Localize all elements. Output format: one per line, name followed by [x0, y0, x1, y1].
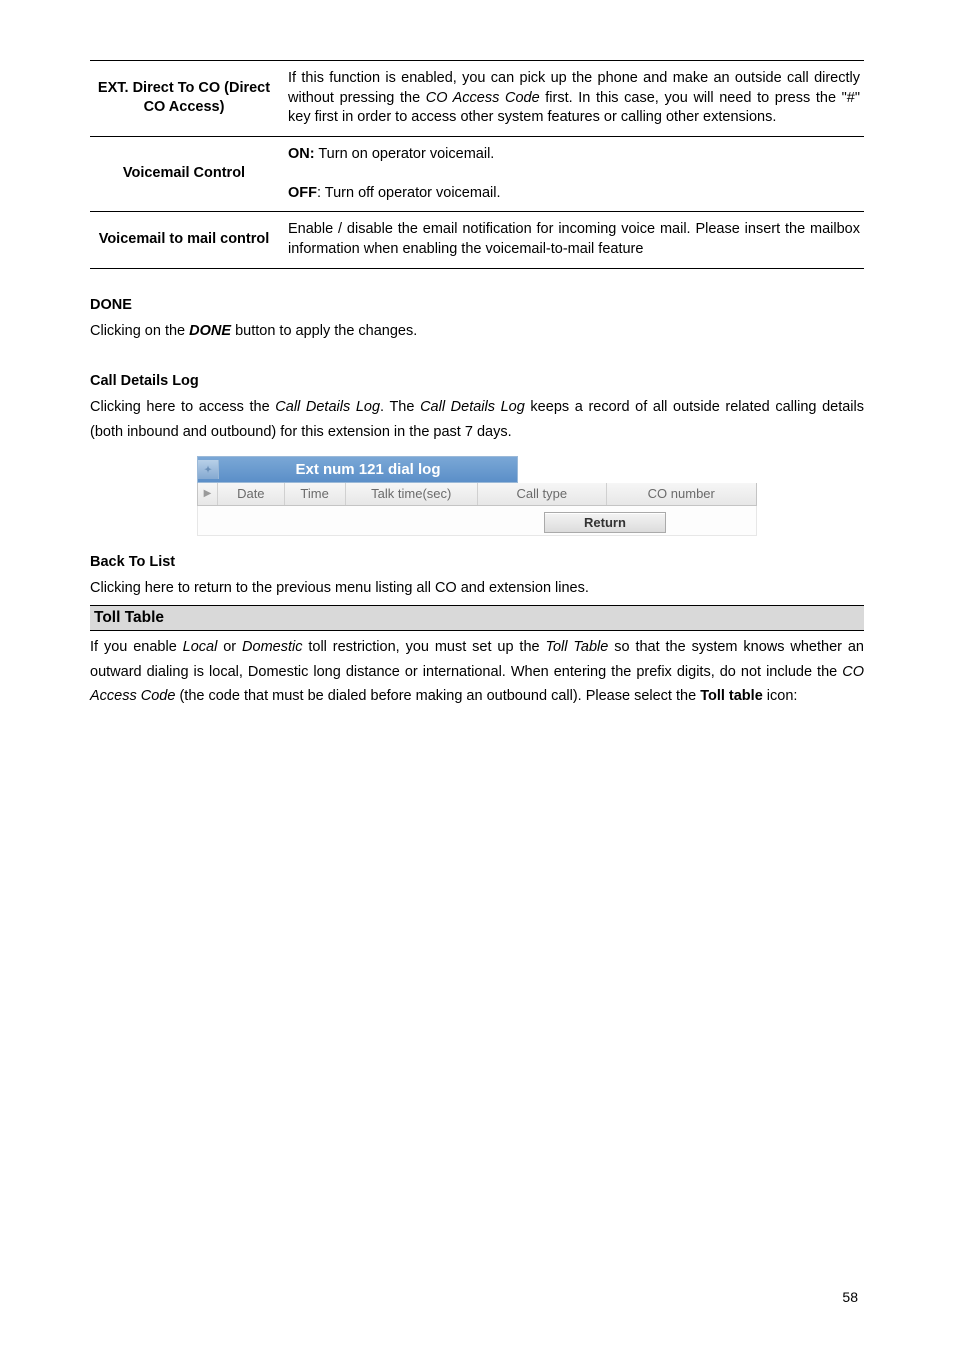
feature-table: EXT. Direct To CO (Direct CO Access) If …: [90, 60, 864, 269]
calldetails-heading: Call Details Log: [90, 373, 864, 389]
feature-table-body: EXT. Direct To CO (Direct CO Access) If …: [90, 61, 864, 269]
back-heading: Back To List: [90, 554, 864, 570]
col-talk[interactable]: Talk time(sec): [346, 483, 479, 505]
dial-log-panel: Ext num 121 dial log ▶ Date Time Talk ti…: [197, 456, 757, 536]
return-button[interactable]: Return: [544, 512, 666, 533]
table-row: Voicemail to mail control Enable / disab…: [90, 212, 864, 268]
done-text: Clicking on the DONE button to apply the…: [90, 319, 864, 344]
dial-title-row: Ext num 121 dial log: [197, 456, 757, 483]
dial-title: Ext num 121 dial log: [197, 456, 518, 483]
arrow-icon: ▶: [198, 483, 218, 505]
row-label: Voicemail Control: [90, 136, 284, 212]
row-desc: Enable / disable the email notification …: [284, 212, 864, 268]
page-number: 58: [90, 1289, 864, 1305]
dial-title-text: Ext num 121 dial log: [219, 460, 517, 479]
calldetails-text: Clicking here to access the Call Details…: [90, 395, 864, 444]
dial-button-row: Return: [197, 506, 757, 536]
col-date[interactable]: Date: [218, 483, 285, 505]
row-label: Voicemail to mail control: [90, 212, 284, 268]
row-desc: If this function is enabled, you can pic…: [284, 61, 864, 137]
col-time[interactable]: Time: [285, 483, 346, 505]
col-calltype[interactable]: Call type: [478, 483, 607, 505]
sparkle-icon: [198, 460, 219, 479]
done-heading: DONE: [90, 297, 864, 313]
dial-columns: ▶ Date Time Talk time(sec) Call type CO …: [197, 483, 757, 506]
toll-text: If you enable Local or Domestic toll res…: [90, 635, 864, 709]
table-row: Voicemail Control ON: Turn on operator v…: [90, 136, 864, 212]
back-text: Clicking here to return to the previous …: [90, 576, 864, 601]
row-desc: ON: Turn on operator voicemail.OFF: Turn…: [284, 136, 864, 212]
table-row: EXT. Direct To CO (Direct CO Access) If …: [90, 61, 864, 137]
toll-bar: Toll Table: [90, 605, 864, 631]
row-label: EXT. Direct To CO (Direct CO Access): [90, 61, 284, 137]
col-conum[interactable]: CO number: [607, 483, 756, 505]
